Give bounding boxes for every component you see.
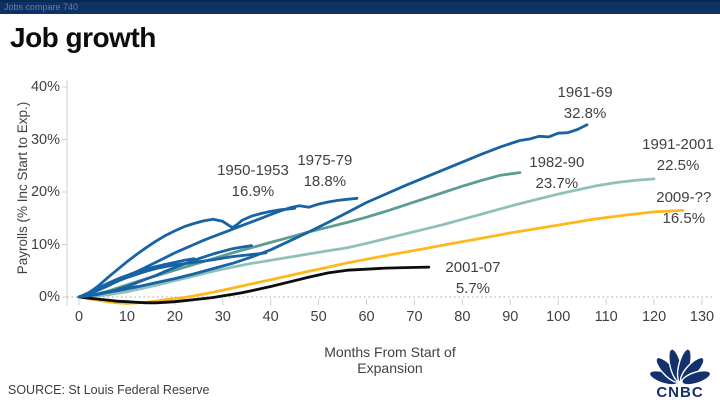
annotation-value: 16.9% (231, 182, 275, 200)
y-tick-label: 40% (30, 79, 60, 95)
annotation-value: 32.8% (563, 104, 607, 122)
series-line-1991-2001 (77, 177, 656, 299)
annotation-label: 1975-79 (297, 152, 353, 169)
annotation: 2001-07 5.7% (407, 257, 539, 299)
x-tick-label: 80 (454, 309, 471, 325)
series-line-1982-90 (77, 171, 522, 299)
x-tick-label: 20 (166, 309, 183, 325)
annotation-label: 1961-69 (557, 83, 613, 101)
x-tick-label: 60 (358, 309, 375, 325)
y-tick-label: 0% (39, 289, 60, 305)
annotation-label: 1991-2001 (642, 136, 714, 154)
series-line-2001-07 (77, 265, 431, 305)
x-tick-label: 100 (546, 309, 571, 325)
x-tick-label: 10 (118, 309, 135, 325)
cnbc-peacock-icon (648, 349, 712, 385)
annotation: 1991-2001 22.5% (612, 134, 720, 176)
x-tick-label: 110 (594, 309, 618, 325)
slug-text: Jobs compare 740 (4, 2, 79, 12)
x-tick-label: 0 (74, 309, 84, 325)
annotation: 2009-?? 16.5% (618, 187, 720, 229)
x-tick-label: 70 (406, 309, 423, 325)
cnbc-logo: CNBC (644, 349, 716, 401)
series-line-1950-1953 (77, 206, 297, 299)
y-tick-label: 10% (30, 236, 60, 253)
slug-bar: Jobs compare 740 (0, 0, 720, 14)
x-tick-label: 30 (214, 309, 231, 325)
cnbc-logo-text: CNBC (656, 384, 704, 401)
annotation-value: 18.8% (303, 173, 347, 190)
annotation: 1975-79 18.8% (259, 150, 391, 192)
page-title: Job growth (10, 22, 156, 53)
x-tick-label: 50 (310, 309, 327, 325)
annotation-label: 1950-1953 (217, 161, 289, 179)
annotation-label: 1982-90 (529, 154, 585, 172)
annotation-value: 5.7% (455, 280, 491, 298)
series-line-1961-69 (77, 123, 589, 299)
x-tick-label: 40 (262, 309, 279, 325)
source-text: SOURCE: St Louis Federal Reserve (8, 383, 210, 397)
annotation-value: 23.7% (535, 175, 579, 193)
y-axis-title: Payrolls (% Inc Start to Exp.) (15, 101, 30, 275)
annotation: 1982-90 23.7% (491, 152, 623, 194)
annotation-value: 16.5% (662, 209, 706, 227)
annotation-label: 2001-07 (445, 259, 501, 277)
x-tick-label: 130 (689, 309, 715, 325)
x-axis-title: Months From Start of Expansion (324, 344, 456, 376)
series-line-1975-79 (77, 196, 359, 299)
y-tick-label: 20% (30, 184, 60, 200)
y-tick-label: 30% (30, 131, 60, 148)
annotation-label: 2009-?? (656, 188, 712, 206)
annotation-value: 22.5% (656, 157, 700, 175)
annotation: 1961-69 32.8% (519, 82, 651, 124)
annotation: 1950-1953 16.9% (187, 160, 319, 202)
x-tick-label: 90 (502, 309, 519, 325)
x-tick-label: 120 (641, 309, 667, 325)
